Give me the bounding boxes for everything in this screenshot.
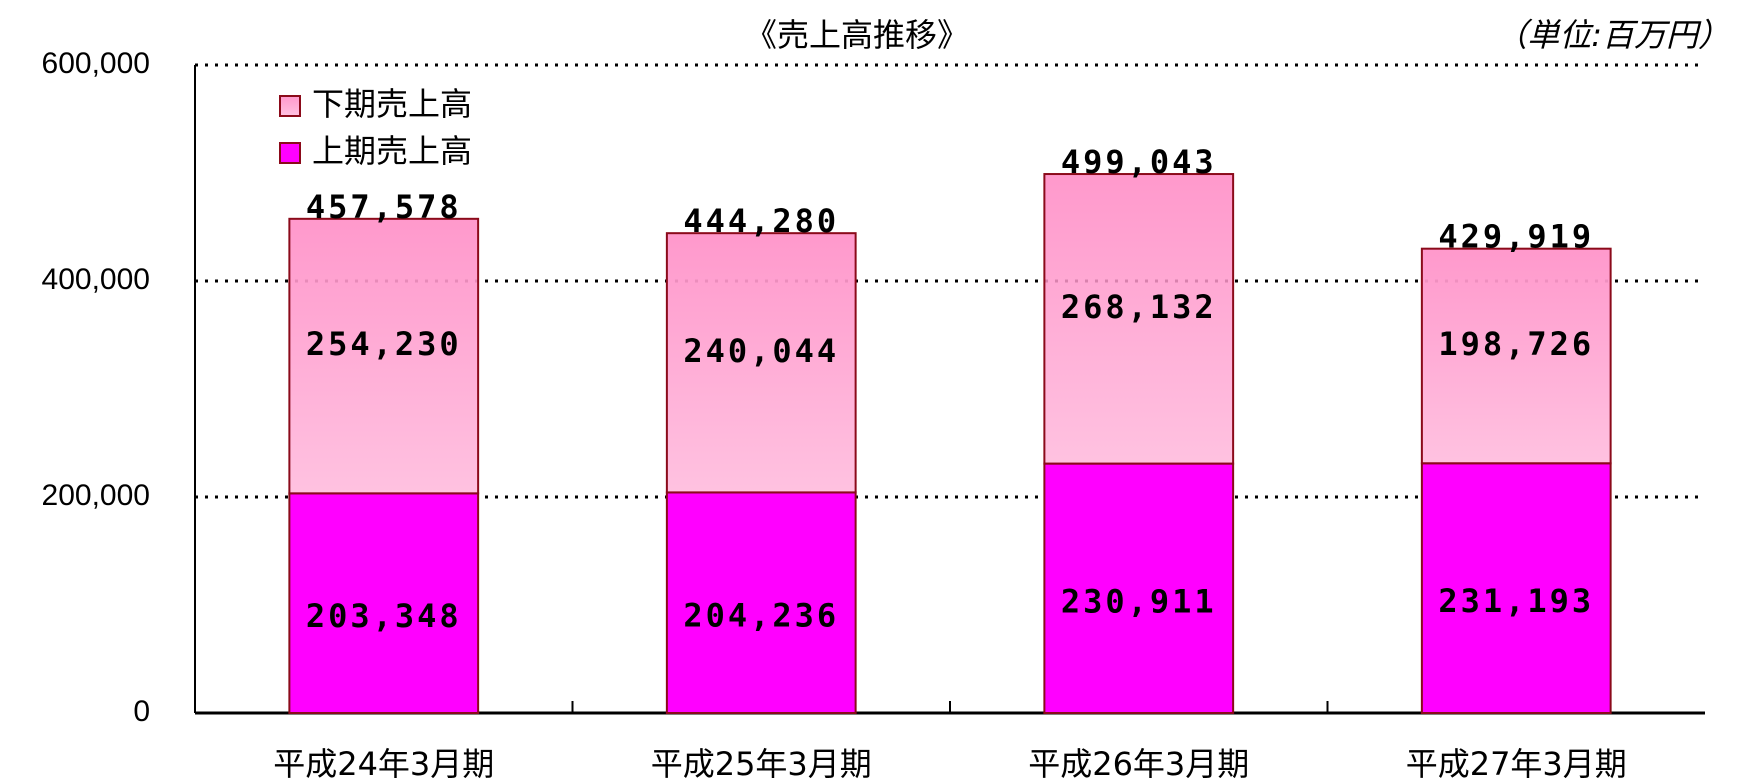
chart-title: 《売上高推移》 [745, 16, 969, 54]
bar-segment [665, 232, 857, 494]
value-label: 268,132 [1061, 288, 1217, 326]
bar-segment [1420, 247, 1612, 465]
bar-segment [1043, 462, 1235, 714]
legend-label: 上期売上高 [312, 132, 472, 170]
x-tick-label: 平成27年3月期 [1406, 745, 1627, 781]
bar-segment [1043, 173, 1235, 465]
y-tick-label: 200,000 [42, 479, 150, 512]
bar-segment [1420, 462, 1612, 714]
bar-segment [665, 491, 857, 714]
total-label: 499,043 [1061, 143, 1217, 181]
value-label: 198,726 [1438, 325, 1594, 363]
x-tick-label: 平成26年3月期 [1028, 745, 1249, 781]
value-label: 230,911 [1061, 582, 1217, 620]
value-label: 203,348 [306, 597, 462, 635]
legend-swatch [279, 142, 301, 164]
y-tick-label: 0 [133, 695, 150, 728]
bar-segment [288, 217, 480, 495]
value-label: 240,044 [683, 332, 839, 370]
value-label: 204,236 [683, 597, 839, 635]
total-label: 429,919 [1438, 218, 1594, 256]
total-label: 444,280 [683, 202, 839, 240]
value-label: 231,193 [1438, 582, 1594, 620]
legend-swatch [279, 95, 301, 117]
x-tick-label: 平成24年3月期 [273, 745, 494, 781]
y-tick-label: 400,000 [42, 263, 150, 296]
bar-segment [288, 492, 480, 714]
total-label: 457,578 [306, 188, 462, 226]
legend-label: 下期売上高 [312, 85, 472, 123]
unit-note: （単位:百万円） [1495, 16, 1730, 54]
value-label: 254,230 [306, 325, 462, 363]
x-tick-label: 平成25年3月期 [651, 745, 872, 781]
y-tick-label: 600,000 [42, 47, 150, 80]
